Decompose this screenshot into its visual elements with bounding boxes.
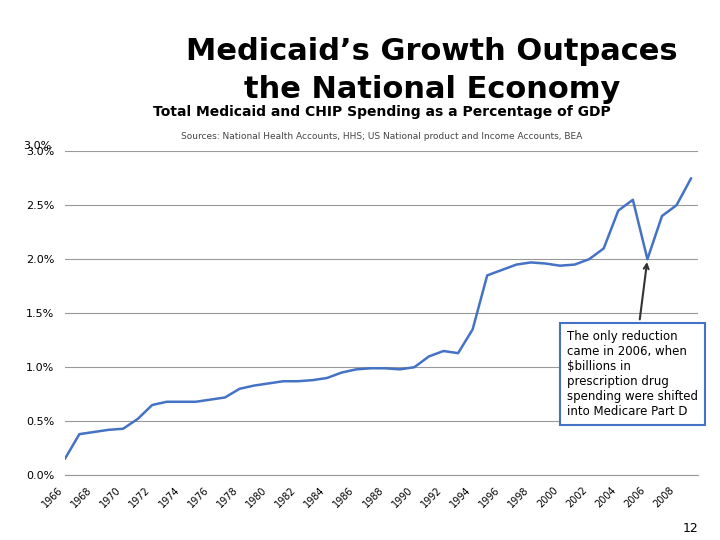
Text: 3.0%: 3.0%	[24, 141, 52, 151]
Text: Medicaid’s Growth Outpaces
the National Economy: Medicaid’s Growth Outpaces the National …	[186, 37, 678, 104]
Text: The only reduction
came in 2006, when
$billions in
prescription drug
spending we: The only reduction came in 2006, when $b…	[567, 264, 698, 418]
Text: Total Medicaid and CHIP Spending as a Percentage of GDP: Total Medicaid and CHIP Spending as a Pe…	[153, 105, 611, 119]
Text: Sources: National Health Accounts, HHS; US National product and Income Accounts,: Sources: National Health Accounts, HHS; …	[181, 132, 582, 141]
Text: 12: 12	[683, 522, 698, 535]
